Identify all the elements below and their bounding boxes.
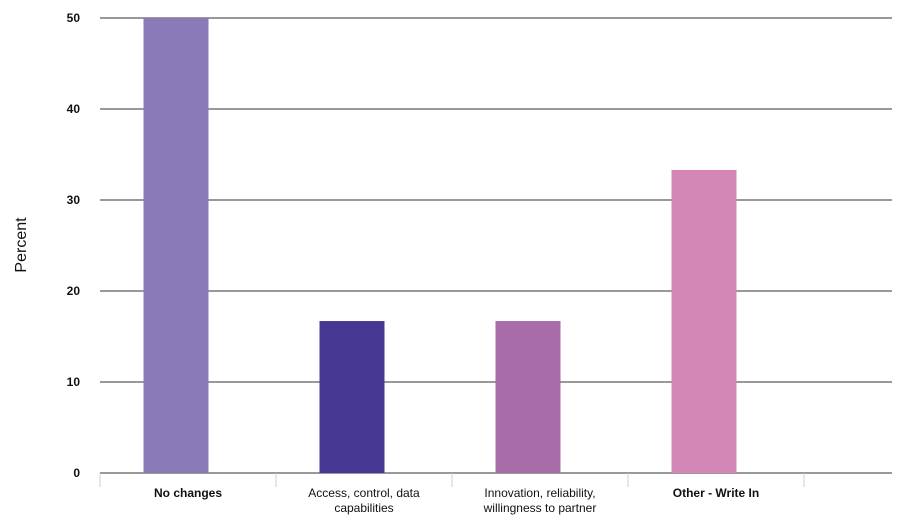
x-tick-label-line: No changes (154, 486, 222, 500)
x-tick-label-line: capabilities (334, 501, 393, 515)
bars (143, 18, 737, 473)
y-tick-label: 40 (67, 102, 81, 116)
y-tick-label: 50 (67, 11, 81, 25)
x-tick-label: No changes (154, 486, 222, 500)
y-axis-title: Percent (13, 217, 30, 273)
x-tick-label: Innovation, reliability, willingness to p… (483, 486, 597, 515)
x-tick-label: Access, control, data capabilities (308, 486, 420, 515)
y-tick-label: 20 (67, 284, 81, 298)
y-tick-label: 10 (67, 375, 81, 389)
x-tick-label-line: Other - Write In (673, 486, 759, 500)
x-tick-label-line: willingness to partner (483, 501, 597, 515)
category-labels: No changes Access, control, data capabilit… (99, 473, 805, 515)
x-tick-label-line: Innovation, reliability, (484, 486, 595, 500)
gridlines (100, 17, 892, 474)
bar (143, 18, 209, 473)
bar (495, 321, 561, 473)
bar (671, 169, 737, 473)
x-tick-label-line: Access, control, data (308, 486, 420, 500)
y-tick-label: 0 (73, 466, 80, 480)
y-tick-label: 30 (67, 193, 81, 207)
x-tick-label: Other - Write In (673, 486, 759, 500)
bar (319, 321, 385, 473)
y-tick-labels: 0 10 20 30 40 50 (67, 11, 81, 480)
